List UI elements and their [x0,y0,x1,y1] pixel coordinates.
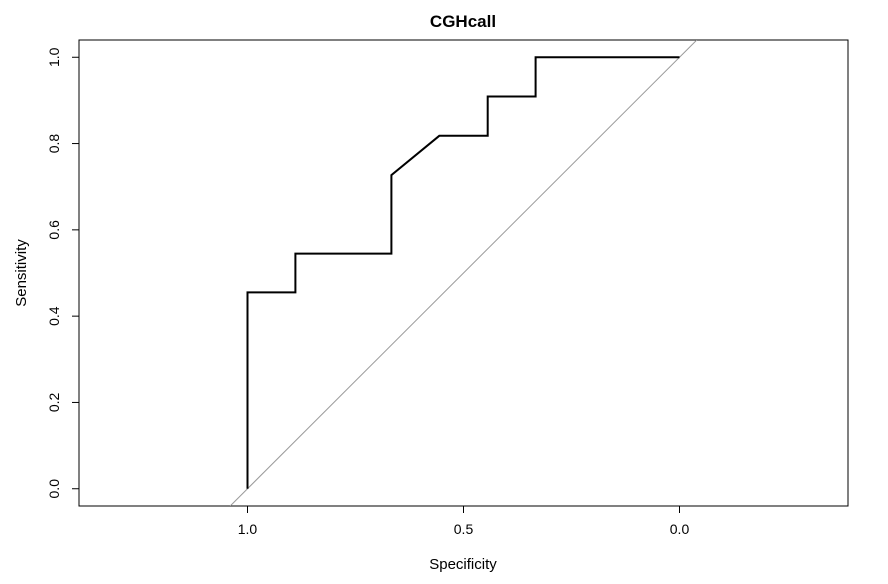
x-tick-label: 0.5 [454,521,474,537]
y-axis-title: Sensitivity [13,239,30,307]
y-tick-label: 0.0 [46,479,62,499]
y-tick-label: 0.8 [46,134,62,154]
y-tick-label: 1.0 [46,47,62,67]
chart-title: CGHcall [430,12,496,31]
y-axis: 0.0 0.2 0.4 0.6 0.8 1.0 [46,47,80,499]
y-tick-label: 0.4 [46,306,62,326]
roc-series [246,56,680,489]
x-axis-title: Specificity [429,556,497,573]
y-tick-label: 0.2 [46,393,62,413]
y-tick-label: 0.6 [46,220,62,240]
x-axis: 1.0 0.5 0.0 [238,505,690,537]
x-tick-label: 1.0 [238,521,258,537]
reference-diagonal-line [229,40,698,506]
roc-curve-line-0 [246,56,680,489]
x-tick-label: 0.0 [670,521,690,537]
